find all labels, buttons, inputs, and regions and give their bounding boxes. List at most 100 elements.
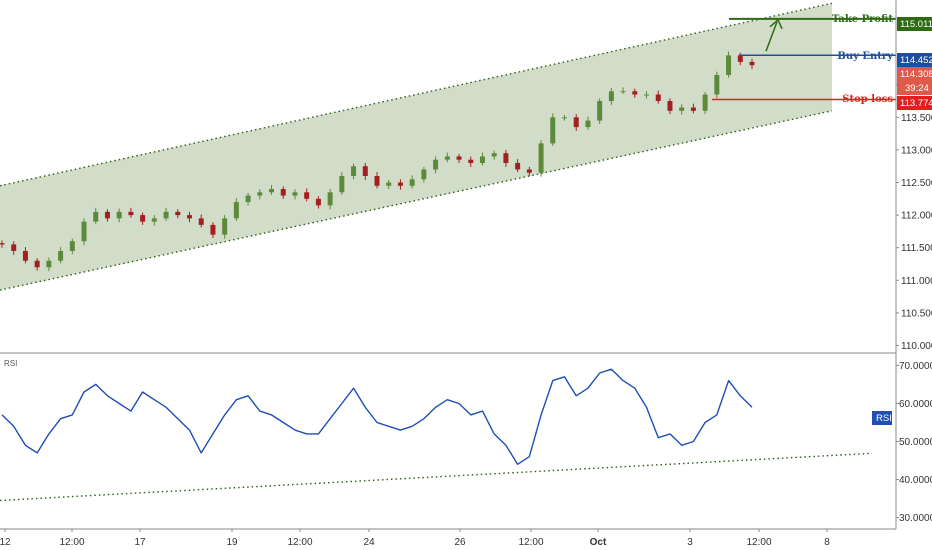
price-tick-label: 111.500 (901, 243, 932, 254)
price-tick-label: 110.500 (901, 308, 932, 319)
candle-body (632, 91, 638, 95)
buy-entry-price: 114.452 (900, 55, 932, 66)
time-tick-label: Oct (590, 537, 607, 548)
time-tick-label: 12 (0, 537, 11, 548)
target-arrow-head (769, 18, 783, 30)
target-arrow-shaft (765, 21, 778, 52)
candle-body (562, 117, 567, 119)
buy-entry-label: Buy Entry (837, 51, 894, 62)
candle-body (550, 117, 556, 144)
time-tick-label: 12:00 (746, 537, 771, 548)
candle-body (679, 107, 685, 111)
current-price-badge (897, 67, 932, 81)
candle-body (397, 182, 403, 186)
annotations: Take Profit Buy Entry Stop loss 115.011 … (4, 14, 932, 425)
candle-body (421, 169, 427, 180)
price-tick-label: 113.000 (901, 145, 932, 156)
rsi-pane[interactable] (0, 368, 873, 502)
rsi-tick-label: 30.0000 (899, 513, 932, 524)
candle-body (702, 94, 708, 111)
candle-body (58, 250, 64, 261)
candle-body (667, 101, 673, 111)
candle-body (269, 189, 275, 193)
candle-body (374, 176, 380, 186)
candle-body (81, 221, 87, 242)
candle-body (339, 176, 345, 193)
candle-body (608, 91, 614, 102)
time-tick-label: 19 (226, 537, 238, 548)
take-profit-price: 115.011 (900, 19, 932, 30)
candle-body (34, 260, 40, 268)
candle-body (456, 156, 462, 160)
rsi-tick-label: 60.0000 (899, 399, 932, 410)
candle-body (585, 120, 591, 128)
candle-body (503, 153, 509, 163)
rsi-tick-label: 40.0000 (899, 475, 932, 486)
current-price: 114.308 (900, 69, 932, 80)
candle-body (351, 166, 357, 176)
time-tick-label: 3 (687, 537, 693, 548)
stop-loss-price: 113.774 (900, 98, 932, 109)
price-tick-label: 113.500 (901, 113, 932, 124)
candle-body (151, 218, 157, 222)
candle-body (479, 156, 485, 163)
candle-body (644, 94, 650, 96)
candle-body (46, 260, 52, 268)
candle-body (749, 61, 755, 66)
candle-body (175, 211, 181, 216)
candle-body (257, 192, 263, 196)
candle-body (597, 101, 603, 121)
candle-body (714, 74, 720, 95)
time-tick-label: 12:00 (59, 537, 84, 548)
candle-body (187, 215, 192, 219)
time-tick-label: 12:00 (287, 537, 312, 548)
candle-body (104, 211, 110, 219)
candle-body (573, 117, 579, 128)
buy-entry-badge (897, 53, 932, 67)
price-tick-label: 110.000 (901, 341, 932, 352)
candle-body (433, 159, 439, 170)
candle-body (444, 156, 450, 160)
price-pane[interactable] (0, 2, 896, 291)
rsi-tick-label: 50.0000 (899, 437, 932, 448)
price-tick-label: 112.500 (901, 178, 932, 189)
candle-body (163, 211, 169, 219)
candle-body (0, 243, 5, 245)
candle-body (491, 153, 497, 157)
candle-body (292, 192, 298, 196)
price-channel (0, 3, 832, 291)
rsi-trendline (0, 452, 873, 502)
candle-body (222, 218, 228, 235)
candle-body (210, 224, 216, 235)
candle-body (140, 215, 146, 222)
time-tick-label: 26 (454, 537, 466, 548)
rsi-tick-label: 70.0000 (899, 361, 932, 372)
countdown-badge (897, 81, 932, 95)
rsi-badge (872, 411, 892, 425)
candle-body (128, 211, 134, 216)
candle-body (11, 244, 17, 251)
rsi-pane-label: RSI (4, 359, 17, 368)
candle-body (245, 195, 251, 203)
candle-body (280, 189, 286, 196)
take-profit-label: Take Profit (832, 14, 893, 25)
time-tick-label: 24 (363, 537, 375, 548)
candle-body (386, 182, 392, 186)
countdown: 39:24 (905, 83, 929, 94)
candle-body (233, 202, 239, 219)
take-profit-badge (897, 17, 932, 31)
candle-body (737, 55, 743, 62)
candle-body (409, 179, 415, 186)
rsi-badge-label: RSI (876, 413, 892, 424)
candle-body (526, 169, 532, 173)
price-tick-label: 112.000 (901, 211, 932, 222)
candle-body (327, 192, 333, 206)
candle-body (315, 198, 321, 206)
candle-body (690, 107, 696, 111)
candle-body (198, 218, 204, 225)
rsi-line (1, 368, 753, 465)
candle-body (620, 91, 626, 93)
time-tick-label: 17 (134, 537, 146, 548)
